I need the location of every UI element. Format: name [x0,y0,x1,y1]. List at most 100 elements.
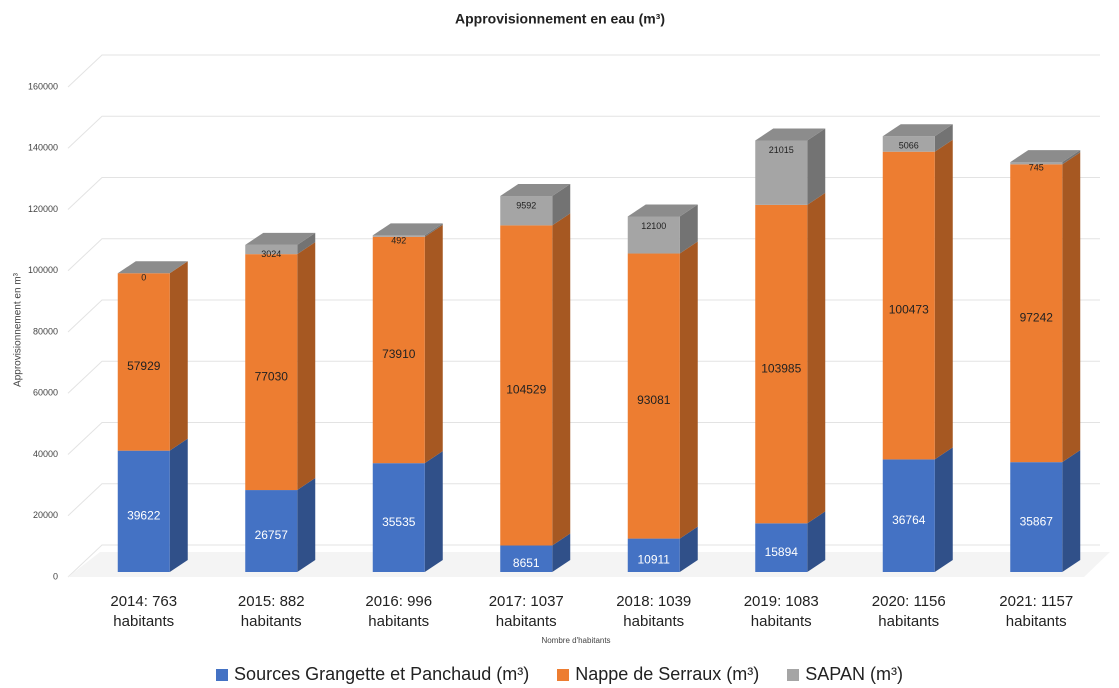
y-tick-label: 60000 [33,388,58,398]
bar [245,490,298,572]
bar-top [117,261,188,274]
bar-side [934,124,953,152]
grid-line [67,115,1100,149]
data-label: 77030 [255,369,289,383]
x-tick-label: 2014: 763 habitants [110,593,178,630]
bar [117,273,170,451]
legend-item: Nappe de Serraux (m³) [557,664,759,685]
x-tick-label: 2017: 1037 habitants [488,593,564,630]
bar-side [807,192,826,524]
bar [755,140,808,205]
bar [372,236,425,464]
bar [372,463,425,572]
bar-top [245,232,316,245]
x-axis-label: Nombre d'habitants [541,636,610,645]
data-label: 8651 [513,556,540,570]
data-label: 93081 [637,393,671,407]
bar-side [679,204,698,254]
y-tick-label: 40000 [33,449,58,459]
data-label: 492 [391,235,406,245]
data-label: 35867 [1020,514,1054,528]
bar-side [807,128,826,205]
data-label: 97242 [1020,310,1054,324]
grid-line [67,54,1100,88]
bar [372,235,425,237]
bar [1010,162,1063,165]
data-label: 39622 [127,509,161,523]
legend-item: SAPAN (m³) [787,664,903,685]
y-tick-label: 80000 [33,326,58,336]
data-label: 104529 [506,383,546,397]
data-label: 5066 [899,141,919,151]
floor [68,552,1110,577]
bar-side [424,223,443,237]
x-tick-label: 2015: 882 habitants [237,593,305,630]
bar-side [169,261,188,451]
bar [500,196,553,226]
bar [882,136,935,152]
bar [627,538,680,572]
legend-swatch [216,668,229,681]
legend-label: SAPAN (m³) [805,664,903,684]
data-label: 0 [141,273,146,283]
bar [1010,164,1063,463]
legend-swatch [557,668,570,681]
y-axis-label: Approvisionnement en m³ [13,272,24,387]
x-tick-label: 2019: 1083 habitants [743,593,819,630]
bar-side [552,213,571,546]
legend-label: Nappe de Serraux (m³) [575,664,760,684]
bar-side [552,184,571,226]
legend-item: Sources Grangette et Panchaud (m³) [216,664,529,685]
data-label: 9592 [516,200,536,210]
bar [245,244,298,255]
data-label: 15894 [765,545,799,559]
data-label: 100473 [889,303,929,317]
legend-label: Sources Grangette et Panchaud (m³) [234,664,530,684]
bar [117,450,170,572]
bar [755,523,808,572]
data-label: 10911 [638,552,671,566]
bar-side [552,533,571,572]
y-tick-label: 20000 [33,510,58,520]
data-label: 57929 [127,359,161,373]
bar-side [1062,150,1081,165]
y-tick-label: 0 [53,571,58,581]
y-tick-label: 120000 [28,204,58,214]
data-label: 73910 [382,347,416,361]
bar-side [169,438,188,572]
bar [755,204,808,524]
bar [1010,462,1063,572]
bar [500,545,553,572]
bar-side [934,139,953,460]
bar-top [882,124,953,137]
legend-swatch [787,668,800,681]
bar-side [424,451,443,572]
bar [627,216,680,254]
x-tick-label: 2018: 1039 habitants [616,593,692,630]
bar-side [1062,450,1081,572]
bar [882,151,935,460]
bar-side [679,241,698,539]
legend: Sources Grangette et Panchaud (m³) Nappe … [0,664,1119,685]
bar-side [297,478,316,572]
bar-side [1062,152,1081,463]
data-label: 103985 [761,361,801,375]
data-label: 36764 [892,513,926,527]
bar-top [372,223,443,236]
bar-top [1010,150,1081,163]
data-label: 12100 [641,221,666,231]
x-tick-label: 2021: 1157 habitants [999,593,1074,630]
y-tick-label: 100000 [28,265,58,275]
data-label: 21015 [769,145,794,155]
bar [627,253,680,539]
bar-side [679,526,698,572]
bar-side [297,242,316,491]
bar-side [297,232,316,255]
chart-title: Approvisionnement en eau (m³) [455,11,665,27]
data-label: 3024 [261,249,281,259]
bar [500,225,553,546]
bar-side [934,447,953,572]
data-label: 745 [1029,163,1044,173]
